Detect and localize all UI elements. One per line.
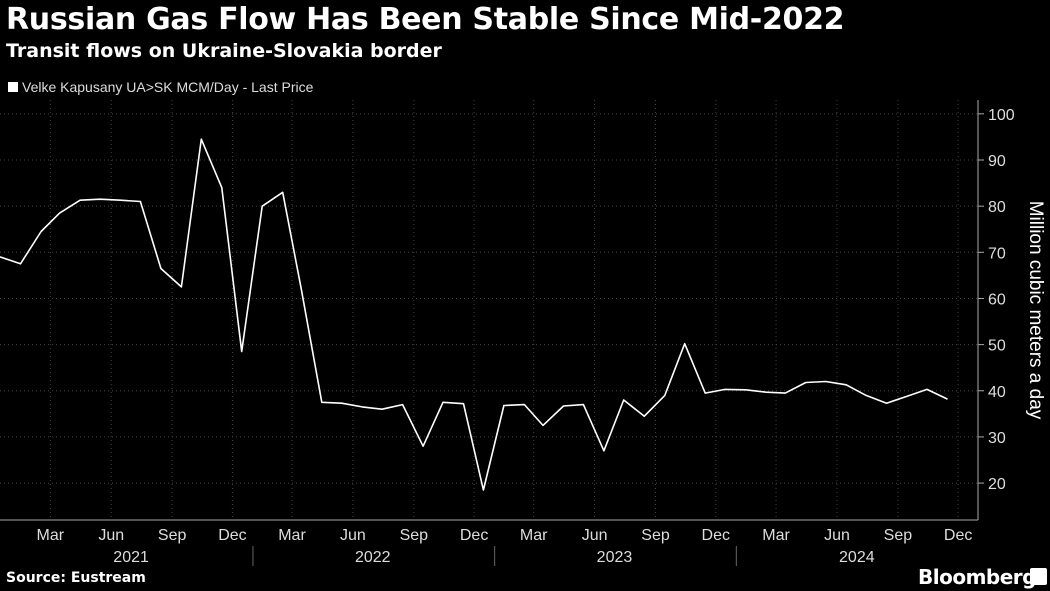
y-axis: 20 30 40 50 60 70 80 90 100 bbox=[977, 100, 1015, 520]
legend: Velke Kapusany UA>SK MCM/Day - Last Pric… bbox=[8, 79, 313, 95]
y-axis-title: Million cubic meters a day bbox=[1025, 201, 1046, 420]
x-axis: Mar Jun Sep Dec Mar Jun Sep Dec Mar Jun Sep Dec Mar J… bbox=[0, 519, 978, 566]
y-tick-label: 70 bbox=[988, 245, 1006, 262]
y-tick-label: 50 bbox=[988, 338, 1006, 355]
x-year-label: 2024 bbox=[839, 549, 875, 566]
legend-swatch-icon bbox=[8, 82, 18, 92]
x-tick-label: Dec bbox=[218, 527, 246, 544]
series-line bbox=[0, 138, 948, 491]
x-tick-label: Sep bbox=[884, 527, 913, 544]
x-year-label: 2022 bbox=[355, 549, 391, 566]
x-tick-label: Jun bbox=[824, 527, 850, 544]
chart-subtitle: Transit flows on Ukraine-Slovakia border bbox=[6, 40, 442, 62]
x-tick-label: Mar bbox=[520, 527, 548, 544]
y-tick-label: 20 bbox=[988, 476, 1006, 493]
x-tick-label: Sep bbox=[641, 527, 670, 544]
x-year-label: 2023 bbox=[597, 549, 633, 566]
x-tick-label: Dec bbox=[460, 527, 488, 544]
y-tick-label: 80 bbox=[988, 199, 1006, 216]
x-tick-label: Jun bbox=[98, 527, 124, 544]
x-tick-label: Mar bbox=[278, 527, 306, 544]
y-tick-label: 30 bbox=[988, 430, 1006, 447]
x-tick-label: Jun bbox=[340, 527, 366, 544]
x-tick-label: Mar bbox=[37, 527, 65, 544]
y-tick-label: 100 bbox=[988, 107, 1015, 124]
source-note: Source: Eustream bbox=[6, 570, 146, 586]
y-tick-label: 60 bbox=[988, 291, 1006, 308]
x-tick-label: Sep bbox=[158, 527, 187, 544]
series-layer bbox=[0, 138, 948, 491]
x-tick-label: Jun bbox=[582, 527, 608, 544]
bloomberg-logo: Bloomberg bbox=[918, 565, 1036, 589]
chart-title: Russian Gas Flow Has Been Stable Since M… bbox=[6, 2, 845, 37]
x-tick-label: Dec bbox=[944, 527, 972, 544]
bloomberg-logo-icon bbox=[1030, 568, 1047, 585]
gridlines bbox=[0, 100, 978, 520]
x-tick-label: Mar bbox=[762, 527, 790, 544]
x-year-label: 2021 bbox=[113, 549, 149, 566]
y-tick-label: 40 bbox=[988, 384, 1006, 401]
x-tick-label: Sep bbox=[400, 527, 429, 544]
y-tick-label: 90 bbox=[988, 153, 1006, 170]
legend-label: Velke Kapusany UA>SK MCM/Day - Last Pric… bbox=[22, 79, 314, 95]
x-tick-label: Dec bbox=[702, 527, 730, 544]
